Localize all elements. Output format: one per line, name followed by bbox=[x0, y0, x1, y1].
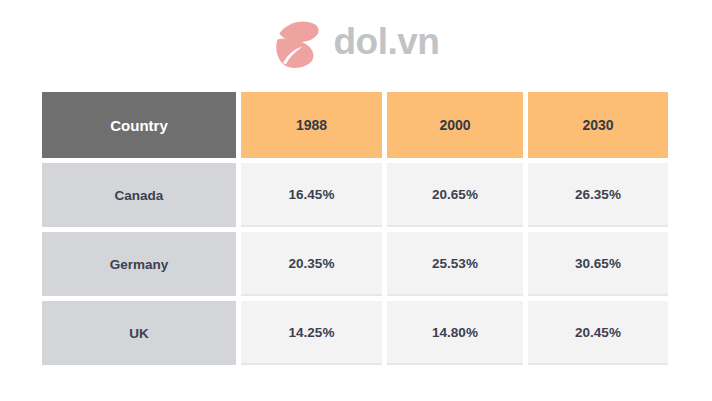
dol-d-leaf-icon bbox=[273, 17, 325, 69]
table-header-2000: 2000 bbox=[387, 92, 523, 158]
cell-germany-1988: 20.35% bbox=[241, 232, 382, 296]
logo-text: dol.vn bbox=[334, 23, 440, 64]
cell-uk-2030: 20.45% bbox=[528, 301, 668, 365]
page: dol.vn Country 1988 2000 2030 Canada 16.… bbox=[0, 0, 712, 401]
row-label-canada: Canada bbox=[42, 163, 236, 227]
cell-uk-2000: 14.80% bbox=[387, 301, 523, 365]
cell-uk-1988: 14.25% bbox=[241, 301, 382, 365]
table-header-2030: 2030 bbox=[528, 92, 668, 158]
cell-canada-1988: 16.45% bbox=[241, 163, 382, 227]
table-header-1988: 1988 bbox=[241, 92, 382, 158]
cell-canada-2030: 26.35% bbox=[528, 163, 668, 227]
row-label-uk: UK bbox=[42, 301, 236, 365]
cell-germany-2030: 30.65% bbox=[528, 232, 668, 296]
row-label-germany: Germany bbox=[42, 232, 236, 296]
cell-canada-2000: 20.65% bbox=[387, 163, 523, 227]
data-table: Country 1988 2000 2030 Canada 16.45% 20.… bbox=[42, 92, 668, 365]
logo: dol.vn bbox=[0, 16, 712, 70]
table-header-country: Country bbox=[42, 92, 236, 158]
cell-germany-2000: 25.53% bbox=[387, 232, 523, 296]
